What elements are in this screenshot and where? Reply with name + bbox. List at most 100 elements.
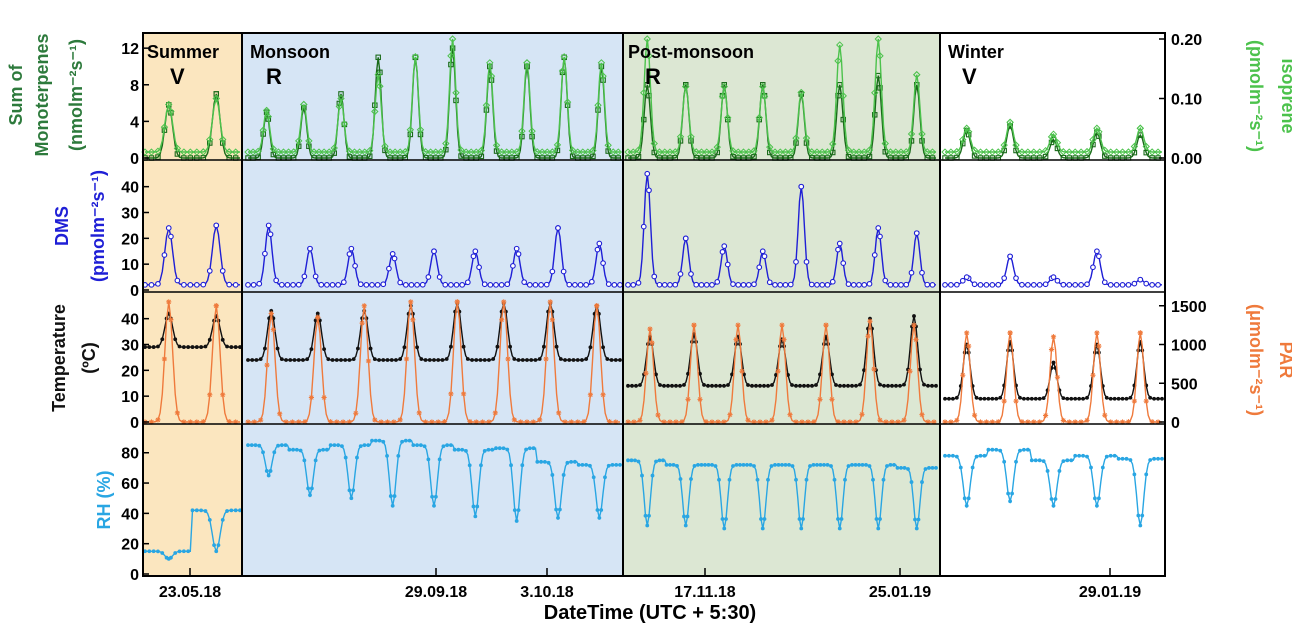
data-point [762,517,767,521]
data-point [279,443,284,448]
data-point [750,147,758,155]
y-tick-label-right: 0.20 [1171,32,1202,49]
data-point [1090,264,1096,271]
data-point [340,279,347,285]
data-point [739,368,745,374]
data-point [629,458,634,463]
data-point [596,240,603,247]
data-point [1059,148,1068,156]
data-point [369,281,375,288]
data-point [250,281,257,288]
data-point [432,358,436,362]
data-point [516,358,521,362]
data-point [912,314,916,318]
data-point [1007,330,1013,336]
data-point [918,367,922,372]
data-point [606,463,611,468]
season-label: Winter [948,42,1004,62]
data-point [386,148,394,156]
data-point [994,148,1002,156]
data-point [971,281,978,288]
data-point [697,148,706,156]
data-point [305,357,310,362]
data-point [1029,396,1034,401]
data-point [321,447,326,452]
data-point [1093,124,1101,132]
data-point [238,508,242,513]
data-point [793,419,799,425]
data-point [251,419,257,425]
data-point [644,170,651,177]
data-point [1096,496,1101,501]
data-point [487,281,494,288]
data-point [410,317,416,323]
data-point [1120,456,1125,461]
data-point [380,281,387,288]
data-point [418,443,423,448]
data-point [368,346,373,351]
data-point [871,252,878,258]
data-point [419,357,424,361]
data-point [643,513,648,518]
data-point [550,473,555,477]
data-point [568,146,577,155]
data-point [256,280,263,287]
data-point [898,281,904,288]
data-point [525,358,529,362]
data-point [834,383,838,387]
data-point [724,114,732,122]
data-point [638,383,642,387]
data-point [467,463,472,468]
data-point [654,372,658,377]
data-point [530,419,536,425]
data-point [734,148,742,156]
data-point [406,126,415,134]
data-point [861,281,868,288]
data-point [862,368,866,373]
data-point [426,148,435,156]
data-point [635,153,642,160]
data-point [657,458,662,463]
data-point [531,446,536,451]
data-point [661,148,669,156]
data-point [448,281,454,288]
data-point [216,543,221,548]
data-point [165,225,172,231]
data-point [381,358,386,362]
data-point [392,494,397,498]
data-point [818,372,822,377]
data-point [919,269,925,276]
data-point [494,446,498,451]
data-point [233,345,238,349]
data-point [1065,148,1073,156]
data-point [876,52,884,60]
data-point [673,419,679,425]
data-point [867,464,872,468]
data-point [745,281,752,288]
data-point [814,383,818,387]
data-point [847,419,853,425]
data-point [986,447,991,452]
y-axis-title-left: (nmolm⁻²s⁻¹) [66,39,86,151]
data-point [458,153,464,159]
data-point [1149,419,1155,425]
data-point [606,419,613,425]
data-point [703,462,707,467]
data-point [674,383,678,388]
data-point [1057,469,1062,473]
data-point [212,543,216,548]
data-point [824,281,831,288]
data-point [233,508,238,513]
data-point [268,310,274,317]
data-point [471,504,476,509]
data-point [1077,396,1082,401]
data-point [533,358,538,362]
data-point [309,347,314,352]
data-point [718,92,727,101]
data-point [411,443,416,448]
data-point [1041,459,1046,464]
data-point [909,480,914,484]
y-tick-label: 10 [121,389,139,406]
data-point [394,358,398,362]
data-point [1152,396,1157,401]
